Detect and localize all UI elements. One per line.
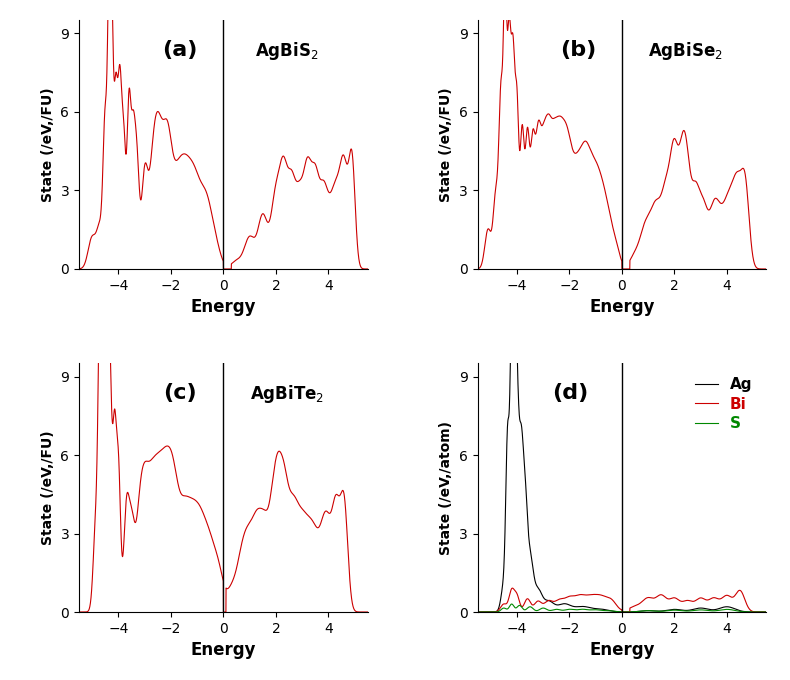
Text: (b): (b) bbox=[560, 40, 596, 61]
Bi bbox=[606, 594, 615, 602]
S bbox=[701, 606, 710, 614]
S bbox=[613, 608, 623, 616]
Ag bbox=[472, 608, 482, 616]
Bi bbox=[754, 608, 763, 616]
Bi bbox=[613, 603, 623, 611]
X-axis label: Energy: Energy bbox=[190, 299, 256, 316]
S bbox=[472, 608, 482, 616]
Text: AgBiTe$_2$: AgBiTe$_2$ bbox=[250, 384, 324, 405]
Y-axis label: State (/eV,/FU): State (/eV,/FU) bbox=[41, 87, 55, 202]
Bi bbox=[487, 608, 497, 616]
Ag bbox=[613, 608, 623, 616]
Ag bbox=[487, 608, 497, 616]
S bbox=[617, 608, 626, 616]
S bbox=[487, 608, 497, 616]
Y-axis label: State (/eV,/FU): State (/eV,/FU) bbox=[41, 430, 55, 545]
X-axis label: Energy: Energy bbox=[190, 641, 256, 660]
Line: S: S bbox=[477, 604, 766, 612]
Legend: Ag, Bi, S: Ag, Bi, S bbox=[689, 371, 758, 437]
X-axis label: Energy: Energy bbox=[589, 641, 655, 660]
Bi bbox=[701, 596, 710, 604]
Bi bbox=[617, 608, 626, 616]
Ag bbox=[509, 239, 518, 248]
Ag bbox=[762, 608, 771, 616]
Text: AgBiS$_2$: AgBiS$_2$ bbox=[255, 40, 318, 63]
Bi bbox=[754, 608, 763, 616]
Text: (d): (d) bbox=[551, 384, 588, 403]
S bbox=[507, 600, 517, 608]
Y-axis label: State (/eV,/atom): State (/eV,/atom) bbox=[439, 421, 453, 555]
Ag bbox=[754, 608, 763, 616]
X-axis label: Energy: Energy bbox=[589, 299, 655, 316]
S bbox=[754, 608, 763, 616]
Ag bbox=[701, 605, 710, 613]
Bi bbox=[508, 584, 517, 592]
S bbox=[754, 608, 763, 616]
S bbox=[762, 608, 771, 616]
Line: Bi: Bi bbox=[477, 588, 766, 612]
Text: AgBiSe$_2$: AgBiSe$_2$ bbox=[648, 40, 723, 63]
Text: (c): (c) bbox=[164, 384, 197, 403]
Ag bbox=[754, 608, 763, 616]
Bi bbox=[472, 608, 482, 616]
Line: Ag: Ag bbox=[477, 243, 766, 612]
S bbox=[606, 607, 615, 615]
Y-axis label: State (/eV,/FU): State (/eV,/FU) bbox=[439, 87, 453, 202]
Text: (a): (a) bbox=[163, 40, 198, 61]
Bi bbox=[762, 608, 771, 616]
Ag bbox=[606, 607, 615, 615]
Ag bbox=[617, 608, 626, 616]
